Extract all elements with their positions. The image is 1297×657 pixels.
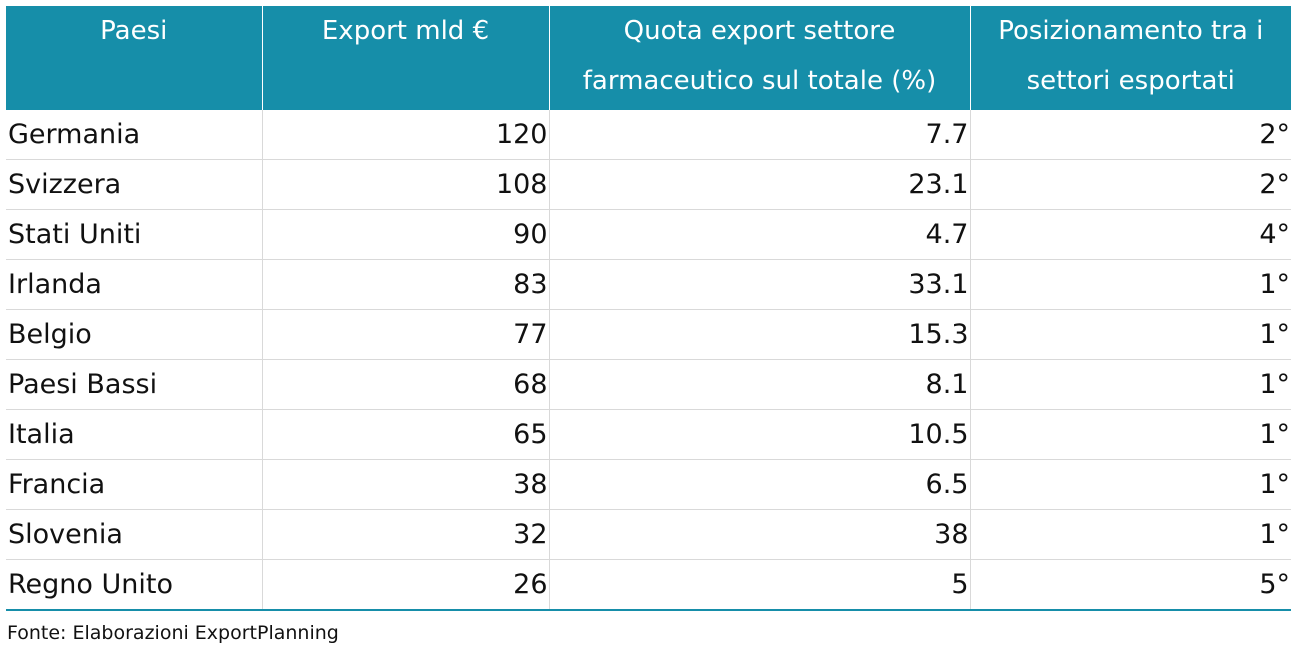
cell-export: 77 [262, 309, 550, 360]
cell-export: 120 [262, 110, 550, 160]
cell-posizione: 1° [970, 259, 1291, 310]
cell-paese: Italia [6, 409, 263, 460]
table-body: Germania 120 7.7 2° Svizzera 108 23.1 2° Stati U… [6, 110, 1291, 611]
table-row: Stati Uniti 90 4.7 4° [6, 209, 1291, 260]
table-row: Slovenia 32 38 1° [6, 509, 1291, 560]
table-row: Svizzera 108 23.1 2° [6, 159, 1291, 210]
cell-export: 108 [262, 159, 550, 210]
table-row: Paesi Bassi 68 8.1 1° [6, 359, 1291, 410]
table-row: Irlanda 83 33.1 1° [6, 259, 1291, 310]
cell-posizione: 1° [970, 359, 1291, 410]
cell-posizione: 1° [970, 509, 1291, 560]
cell-quota: 6.5 [549, 459, 971, 510]
cell-paese: Paesi Bassi [6, 359, 263, 410]
cell-posizione: 4° [970, 209, 1291, 260]
cell-export: 26 [262, 559, 550, 611]
cell-export: 83 [262, 259, 550, 310]
table-row: Germania 120 7.7 2° [6, 110, 1291, 160]
cell-posizione: 5° [970, 559, 1291, 611]
header-posizione-line2: settori esportati [1026, 66, 1235, 96]
header-posizione: Posizionamento tra i settori esportati [970, 6, 1291, 110]
cell-paese: Slovenia [6, 509, 263, 560]
table-row: Italia 65 10.5 1° [6, 409, 1291, 460]
cell-export: 32 [262, 509, 550, 560]
cell-quota: 23.1 [549, 159, 971, 210]
cell-posizione: 1° [970, 409, 1291, 460]
cell-quota: 15.3 [549, 309, 971, 360]
cell-quota: 8.1 [549, 359, 971, 410]
table-row: Francia 38 6.5 1° [6, 459, 1291, 510]
cell-paese: Belgio [6, 309, 263, 360]
header-export-label: Export mld € [321, 16, 490, 46]
header-posizione-line1: Posizionamento tra i [998, 16, 1264, 46]
header-export: Export mld € [262, 6, 550, 110]
header-paesi-label: Paesi [100, 16, 168, 46]
cell-quota: 4.7 [549, 209, 971, 260]
cell-export: 68 [262, 359, 550, 410]
table-header-row: Paesi Export mld € Quota export settore … [6, 6, 1291, 110]
source-note: Fonte: Elaborazioni ExportPlanning [7, 622, 339, 644]
cell-paese: Regno Unito [6, 559, 263, 611]
cell-quota: 5 [549, 559, 971, 611]
header-quota: Quota export settore farmaceutico sul to… [549, 6, 971, 110]
cell-posizione: 1° [970, 459, 1291, 510]
cell-export: 38 [262, 459, 550, 510]
table-row: Belgio 77 15.3 1° [6, 309, 1291, 360]
cell-paese: Germania [6, 110, 263, 160]
header-paesi: Paesi [6, 6, 263, 110]
header-quota-line1: Quota export settore [623, 16, 896, 46]
cell-quota: 7.7 [549, 110, 971, 160]
cell-export: 65 [262, 409, 550, 460]
cell-paese: Francia [6, 459, 263, 510]
cell-quota: 38 [549, 509, 971, 560]
cell-export: 90 [262, 209, 550, 260]
pharma-export-table: Paesi Export mld € Quota export settore … [6, 6, 1291, 611]
header-quota-line2: farmaceutico sul totale (%) [582, 66, 937, 96]
cell-paese: Stati Uniti [6, 209, 263, 260]
cell-posizione: 2° [970, 110, 1291, 160]
export-table-container: Paesi Export mld € Quota export settore … [6, 6, 1291, 611]
cell-paese: Irlanda [6, 259, 263, 310]
table-row: Regno Unito 26 5 5° [6, 559, 1291, 611]
cell-posizione: 2° [970, 159, 1291, 210]
cell-paese: Svizzera [6, 159, 263, 210]
cell-quota: 33.1 [549, 259, 971, 310]
cell-posizione: 1° [970, 309, 1291, 360]
cell-quota: 10.5 [549, 409, 971, 460]
